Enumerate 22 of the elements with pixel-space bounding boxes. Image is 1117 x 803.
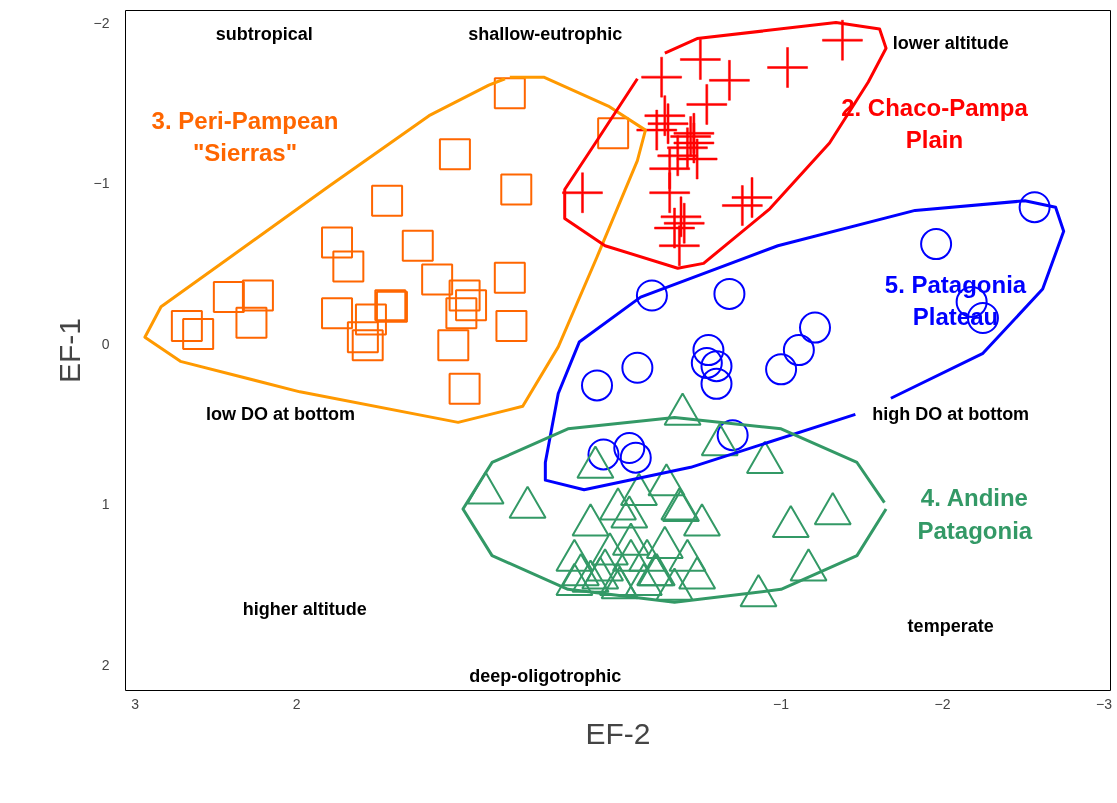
y-tick-label: 2 [101, 656, 110, 673]
x-tick-label: 2 [292, 695, 301, 712]
y-tick-label: 0 [101, 335, 110, 352]
text: 4. Andine Patagonia [917, 484, 1033, 544]
x-axis-title: EF-2 [585, 716, 651, 750]
annotation: lower altitude [892, 33, 1009, 54]
x-tick-label: −1 [773, 695, 790, 712]
annotation: temperate [907, 616, 994, 637]
x-tick-label: 3 [131, 695, 140, 712]
y-tick-label: 1 [101, 496, 110, 513]
y-tick-label: −2 [93, 14, 110, 31]
x-tick-label: −2 [934, 695, 951, 712]
annotation: high DO at bottom [872, 404, 1030, 425]
series-label: 3. Peri-Pampean "Sierras" [151, 106, 339, 167]
x-tick-label: −3 [1096, 695, 1113, 712]
annotation: deep-oligotrophic [469, 666, 622, 687]
annotation: shallow-eutrophic [468, 23, 623, 44]
annotation: low DO at bottom [206, 404, 356, 425]
annotation: subtropical [215, 23, 313, 44]
y-tick-label: −1 [93, 175, 110, 192]
y-axis-title: EF-1 [52, 317, 86, 383]
annotation: higher altitude [242, 598, 367, 619]
